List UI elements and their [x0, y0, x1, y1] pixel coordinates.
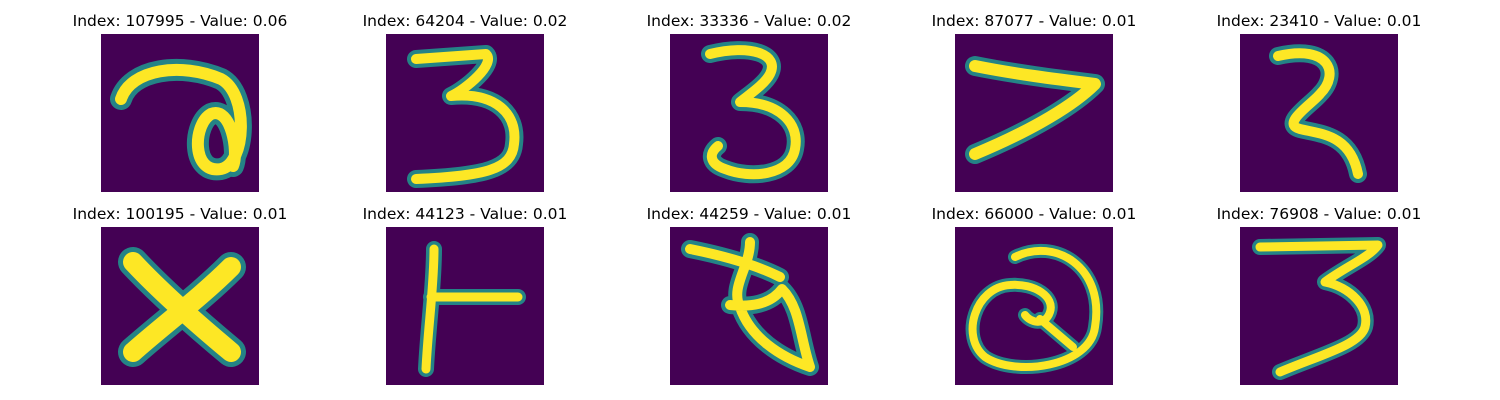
panel-title: Index: 23410 - Value: 0.01	[1216, 12, 1422, 30]
digit-drawing	[1269, 44, 1367, 183]
digit-drawing	[701, 41, 805, 184]
digit-panel: Index: 76908 - Value: 0.01	[1189, 193, 1449, 385]
panel-title: Index: 33336 - Value: 0.02	[646, 12, 852, 30]
digit-image	[386, 227, 544, 385]
panel-title: Index: 64204 - Value: 0.02	[362, 12, 568, 30]
digit-image	[955, 227, 1113, 385]
digit-image	[386, 34, 544, 192]
digit-image	[670, 227, 828, 385]
digit-image	[1240, 227, 1398, 385]
digit-image	[955, 34, 1113, 192]
digit-drawing	[418, 241, 526, 377]
digit-panel: Index: 64204 - Value: 0.02	[335, 0, 595, 192]
panel-title: Index: 100195 - Value: 0.01	[72, 205, 288, 223]
digit-panel: Index: 100195 - Value: 0.01	[50, 193, 310, 385]
digit-panel: Index: 23410 - Value: 0.01	[1189, 0, 1449, 192]
digit-image	[670, 34, 828, 192]
panel-title: Index: 76908 - Value: 0.01	[1216, 205, 1422, 223]
digit-drawing	[965, 243, 1104, 374]
digit-panel: Index: 66000 - Value: 0.01	[904, 193, 1164, 385]
panel-title: Index: 44259 - Value: 0.01	[646, 205, 852, 223]
digit-image	[101, 34, 259, 192]
digit-panel: Index: 44123 - Value: 0.01	[335, 193, 595, 385]
digit-drawing	[407, 45, 524, 188]
digit-panel: Index: 33336 - Value: 0.02	[619, 0, 879, 192]
digit-image	[101, 227, 259, 385]
digit-drawing	[1252, 237, 1386, 380]
digit-drawing	[118, 247, 246, 367]
digit-panel: Index: 107995 - Value: 0.06	[50, 0, 310, 192]
digit-panel: Index: 87077 - Value: 0.01	[904, 0, 1164, 192]
panel-title: Index: 87077 - Value: 0.01	[931, 12, 1137, 30]
digit-panel: Index: 44259 - Value: 0.01	[619, 193, 879, 385]
digit-drawing	[681, 233, 819, 376]
panel-title: Index: 107995 - Value: 0.06	[72, 12, 288, 30]
panel-title: Index: 44123 - Value: 0.01	[362, 205, 568, 223]
digit-drawing	[965, 56, 1105, 164]
panel-title: Index: 66000 - Value: 0.01	[931, 205, 1137, 223]
digit-drawing	[110, 58, 252, 181]
digit-image	[1240, 34, 1398, 192]
